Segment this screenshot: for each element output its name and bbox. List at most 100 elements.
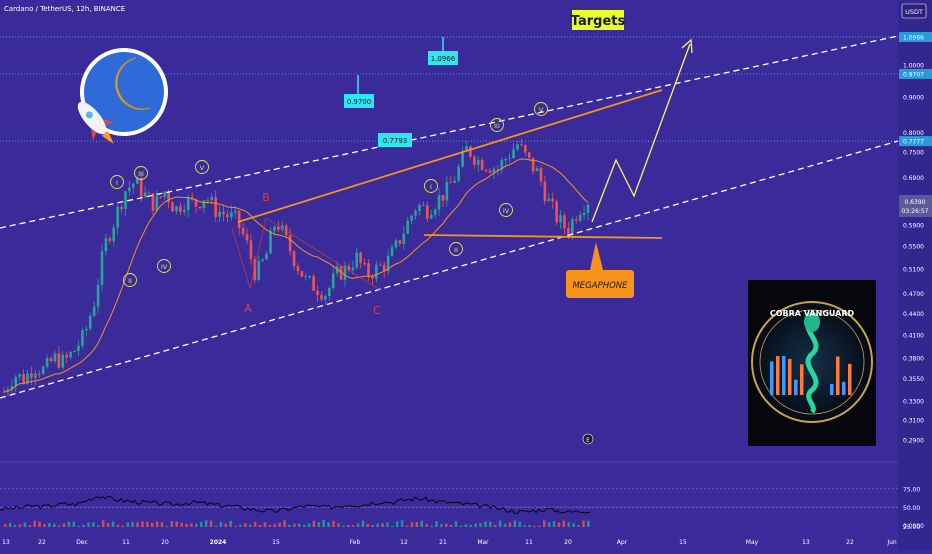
- candle-body: [69, 351, 72, 358]
- volume-bar: [283, 520, 286, 527]
- candle-body: [516, 144, 519, 150]
- volume-bar: [23, 522, 27, 527]
- candle-body: [143, 192, 147, 197]
- target-3-label: 1.0966: [431, 55, 456, 63]
- event-marker-label: E: [586, 437, 590, 444]
- candle-body: [355, 252, 359, 268]
- candle-body: [265, 253, 268, 260]
- volume-bar: [523, 525, 526, 527]
- price-tick-label: 0.5900: [903, 222, 924, 229]
- wave-marker: [123, 273, 137, 287]
- volume-bar: [288, 524, 291, 527]
- volume-bar: [420, 520, 423, 527]
- event-marker[interactable]: E: [582, 433, 594, 445]
- candle-body: [328, 287, 331, 297]
- volume-bar: [415, 521, 419, 527]
- candle-body: [461, 151, 464, 167]
- volume-bar: [268, 524, 272, 527]
- rsi-level-label: 25.00: [903, 524, 920, 531]
- time-tick-label: 20: [564, 539, 572, 546]
- candle-body: [508, 158, 511, 160]
- volume-bar: [136, 522, 139, 527]
- time-tick-label: 13: [2, 539, 10, 546]
- candle-body: [77, 345, 80, 352]
- candle-body: [351, 267, 355, 271]
- candle-body: [551, 198, 555, 202]
- logo-bar: [842, 381, 846, 395]
- time-tick-label: 21: [439, 539, 447, 546]
- candle-body: [116, 206, 119, 228]
- rsi-panel: 75.00 50.00 25.000.0000: [0, 486, 924, 531]
- wave-marker: [499, 203, 513, 217]
- candle-body: [296, 266, 300, 272]
- candle-body: [586, 204, 590, 214]
- candle-body: [473, 156, 476, 165]
- volume-bar: [170, 520, 174, 527]
- megaphone-upper-line: [237, 89, 663, 223]
- channel-lower-line: [0, 140, 899, 399]
- targets-badge: Targets: [571, 10, 625, 30]
- candle-body: [539, 168, 543, 182]
- candle-body: [273, 226, 276, 231]
- volume-bar: [209, 520, 213, 527]
- candle-body: [147, 192, 151, 194]
- countdown: 03:26:57: [902, 208, 929, 215]
- price-tick-label: 1.0000: [903, 62, 924, 69]
- volume-bar: [322, 520, 325, 527]
- wave-label: III: [138, 170, 144, 178]
- candle-body: [73, 351, 76, 353]
- volume-bar: [327, 522, 330, 527]
- volume-bar: [557, 522, 561, 527]
- candle-body: [512, 149, 515, 159]
- candle-body: [269, 230, 272, 254]
- candle-body: [61, 354, 65, 368]
- volume-bar: [464, 524, 468, 527]
- wave-label: IV: [161, 263, 168, 271]
- volume-bar: [234, 525, 237, 527]
- volume-bar: [200, 521, 203, 527]
- candle-body: [324, 296, 327, 300]
- wave-marker: [195, 160, 209, 174]
- projection-path: [591, 43, 691, 223]
- volume-bar: [175, 521, 178, 527]
- wave-label-c: C: [373, 304, 381, 317]
- price-tick-label: 0.6900: [903, 175, 924, 182]
- volume-bar: [62, 523, 66, 527]
- candle-body: [492, 168, 496, 173]
- volume-bar: [190, 523, 193, 527]
- currency-button[interactable]: USDT: [901, 3, 927, 19]
- volume-bar: [219, 521, 223, 527]
- volume-bar: [371, 524, 374, 527]
- candle-body: [300, 271, 304, 277]
- candle-body: [343, 265, 347, 280]
- volume-bar: [106, 522, 110, 527]
- logo-text: COBRA VANGUARD: [770, 309, 855, 318]
- wave-marker: [424, 179, 438, 193]
- candle-body: [496, 168, 500, 170]
- logo-bar: [836, 356, 840, 395]
- wave-label-b: B: [262, 191, 270, 204]
- moving-average-line: [3, 158, 589, 393]
- candle-body: [316, 290, 319, 296]
- volume-bar: [293, 523, 296, 527]
- wave-marker: [534, 102, 548, 116]
- volume-bar: [116, 524, 120, 527]
- channel-lines: [0, 35, 899, 399]
- price-axis-panel: [898, 0, 932, 550]
- logo-bar: [794, 379, 798, 395]
- candle-body: [88, 315, 92, 329]
- candle-body: [488, 170, 492, 173]
- logo-bar: [782, 356, 786, 395]
- candle-body: [104, 238, 108, 252]
- volume-bar: [33, 520, 36, 527]
- candle-body: [2, 391, 6, 393]
- candle-body: [437, 195, 441, 210]
- volume-bar: [454, 521, 458, 527]
- volume-bar: [13, 525, 17, 527]
- wave-label: V: [539, 106, 544, 114]
- moving-average-layer: [3, 158, 589, 393]
- volume-bar: [572, 523, 575, 527]
